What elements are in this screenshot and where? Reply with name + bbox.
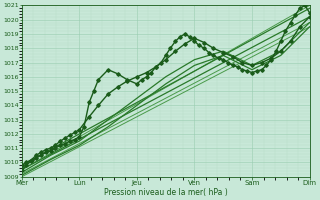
X-axis label: Pression niveau de la mer( hPa ): Pression niveau de la mer( hPa ) — [104, 188, 228, 197]
